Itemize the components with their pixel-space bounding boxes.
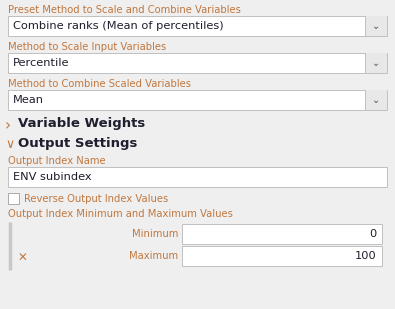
Text: ENV subindex: ENV subindex [13,172,92,182]
Text: Maximum: Maximum [129,251,178,261]
Bar [182,224,382,244]
Bar [365,16,387,36]
Text: Variable Weights: Variable Weights [18,117,145,130]
Text: Mean: Mean [13,95,44,105]
Text: 100: 100 [355,251,377,261]
Text: Combine ranks (Mean of percentiles): Combine ranks (Mean of percentiles) [13,21,224,31]
Text: Reverse Output Index Values: Reverse Output Index Values [24,193,168,204]
Bar [8,16,387,36]
Text: Minimum: Minimum [132,229,178,239]
Text: Method to Combine Scaled Variables: Method to Combine Scaled Variables [8,79,191,89]
Text: Output Index Minimum and Maximum Values: Output Index Minimum and Maximum Values [8,209,233,219]
Bar [365,90,387,110]
Text: ⌄: ⌄ [372,21,380,31]
Text: ⌄: ⌄ [372,95,380,105]
Text: ›: › [5,118,11,133]
Bar [8,167,387,187]
Bar [182,246,382,266]
Bar [8,193,19,204]
Text: Method to Scale Input Variables: Method to Scale Input Variables [8,42,166,52]
Bar [8,53,387,73]
Text: ⌄: ⌄ [372,58,380,68]
Bar [365,53,387,73]
Text: Percentile: Percentile [13,58,70,68]
Text: 0: 0 [370,229,377,239]
Text: Preset Method to Scale and Combine Variables: Preset Method to Scale and Combine Varia… [8,5,241,15]
Text: ✕: ✕ [17,252,27,265]
Text: ∨: ∨ [5,138,14,151]
Text: Output Index Name: Output Index Name [8,156,105,166]
Text: Output Settings: Output Settings [18,137,137,150]
Bar [8,90,387,110]
